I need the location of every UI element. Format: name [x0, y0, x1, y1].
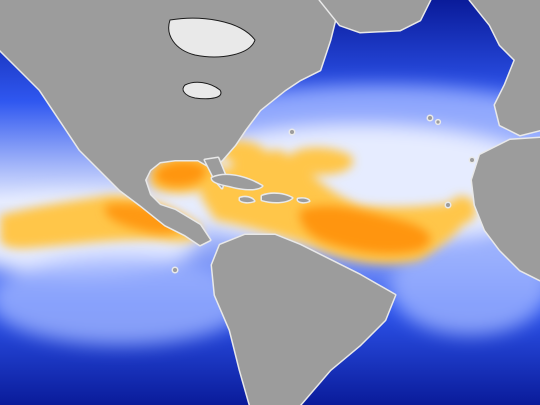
canary-islands	[468, 156, 476, 164]
great-lakes	[182, 81, 222, 100]
azores-island-2	[434, 118, 442, 126]
warm-sargasso	[289, 147, 354, 175]
hudson-bay	[168, 17, 256, 58]
light-water-south-atlantic	[390, 235, 540, 335]
south-america	[210, 233, 397, 405]
bermuda	[288, 128, 296, 136]
light-water-south	[0, 255, 250, 345]
europe	[468, 0, 540, 137]
cape-verde	[444, 201, 452, 209]
north-america	[0, 0, 342, 247]
hispaniola	[260, 192, 294, 204]
warm-african-coast	[448, 196, 476, 224]
galapagos	[171, 266, 179, 274]
greenland	[318, 0, 432, 34]
puerto-rico	[296, 197, 311, 204]
jamaica	[238, 195, 256, 204]
hot-gulf-core	[155, 161, 207, 187]
caribbean-islands	[210, 173, 311, 204]
hot-atlantic-core	[299, 205, 431, 254]
azores-island-1	[426, 114, 434, 122]
africa	[470, 136, 540, 282]
cuba	[210, 173, 264, 191]
